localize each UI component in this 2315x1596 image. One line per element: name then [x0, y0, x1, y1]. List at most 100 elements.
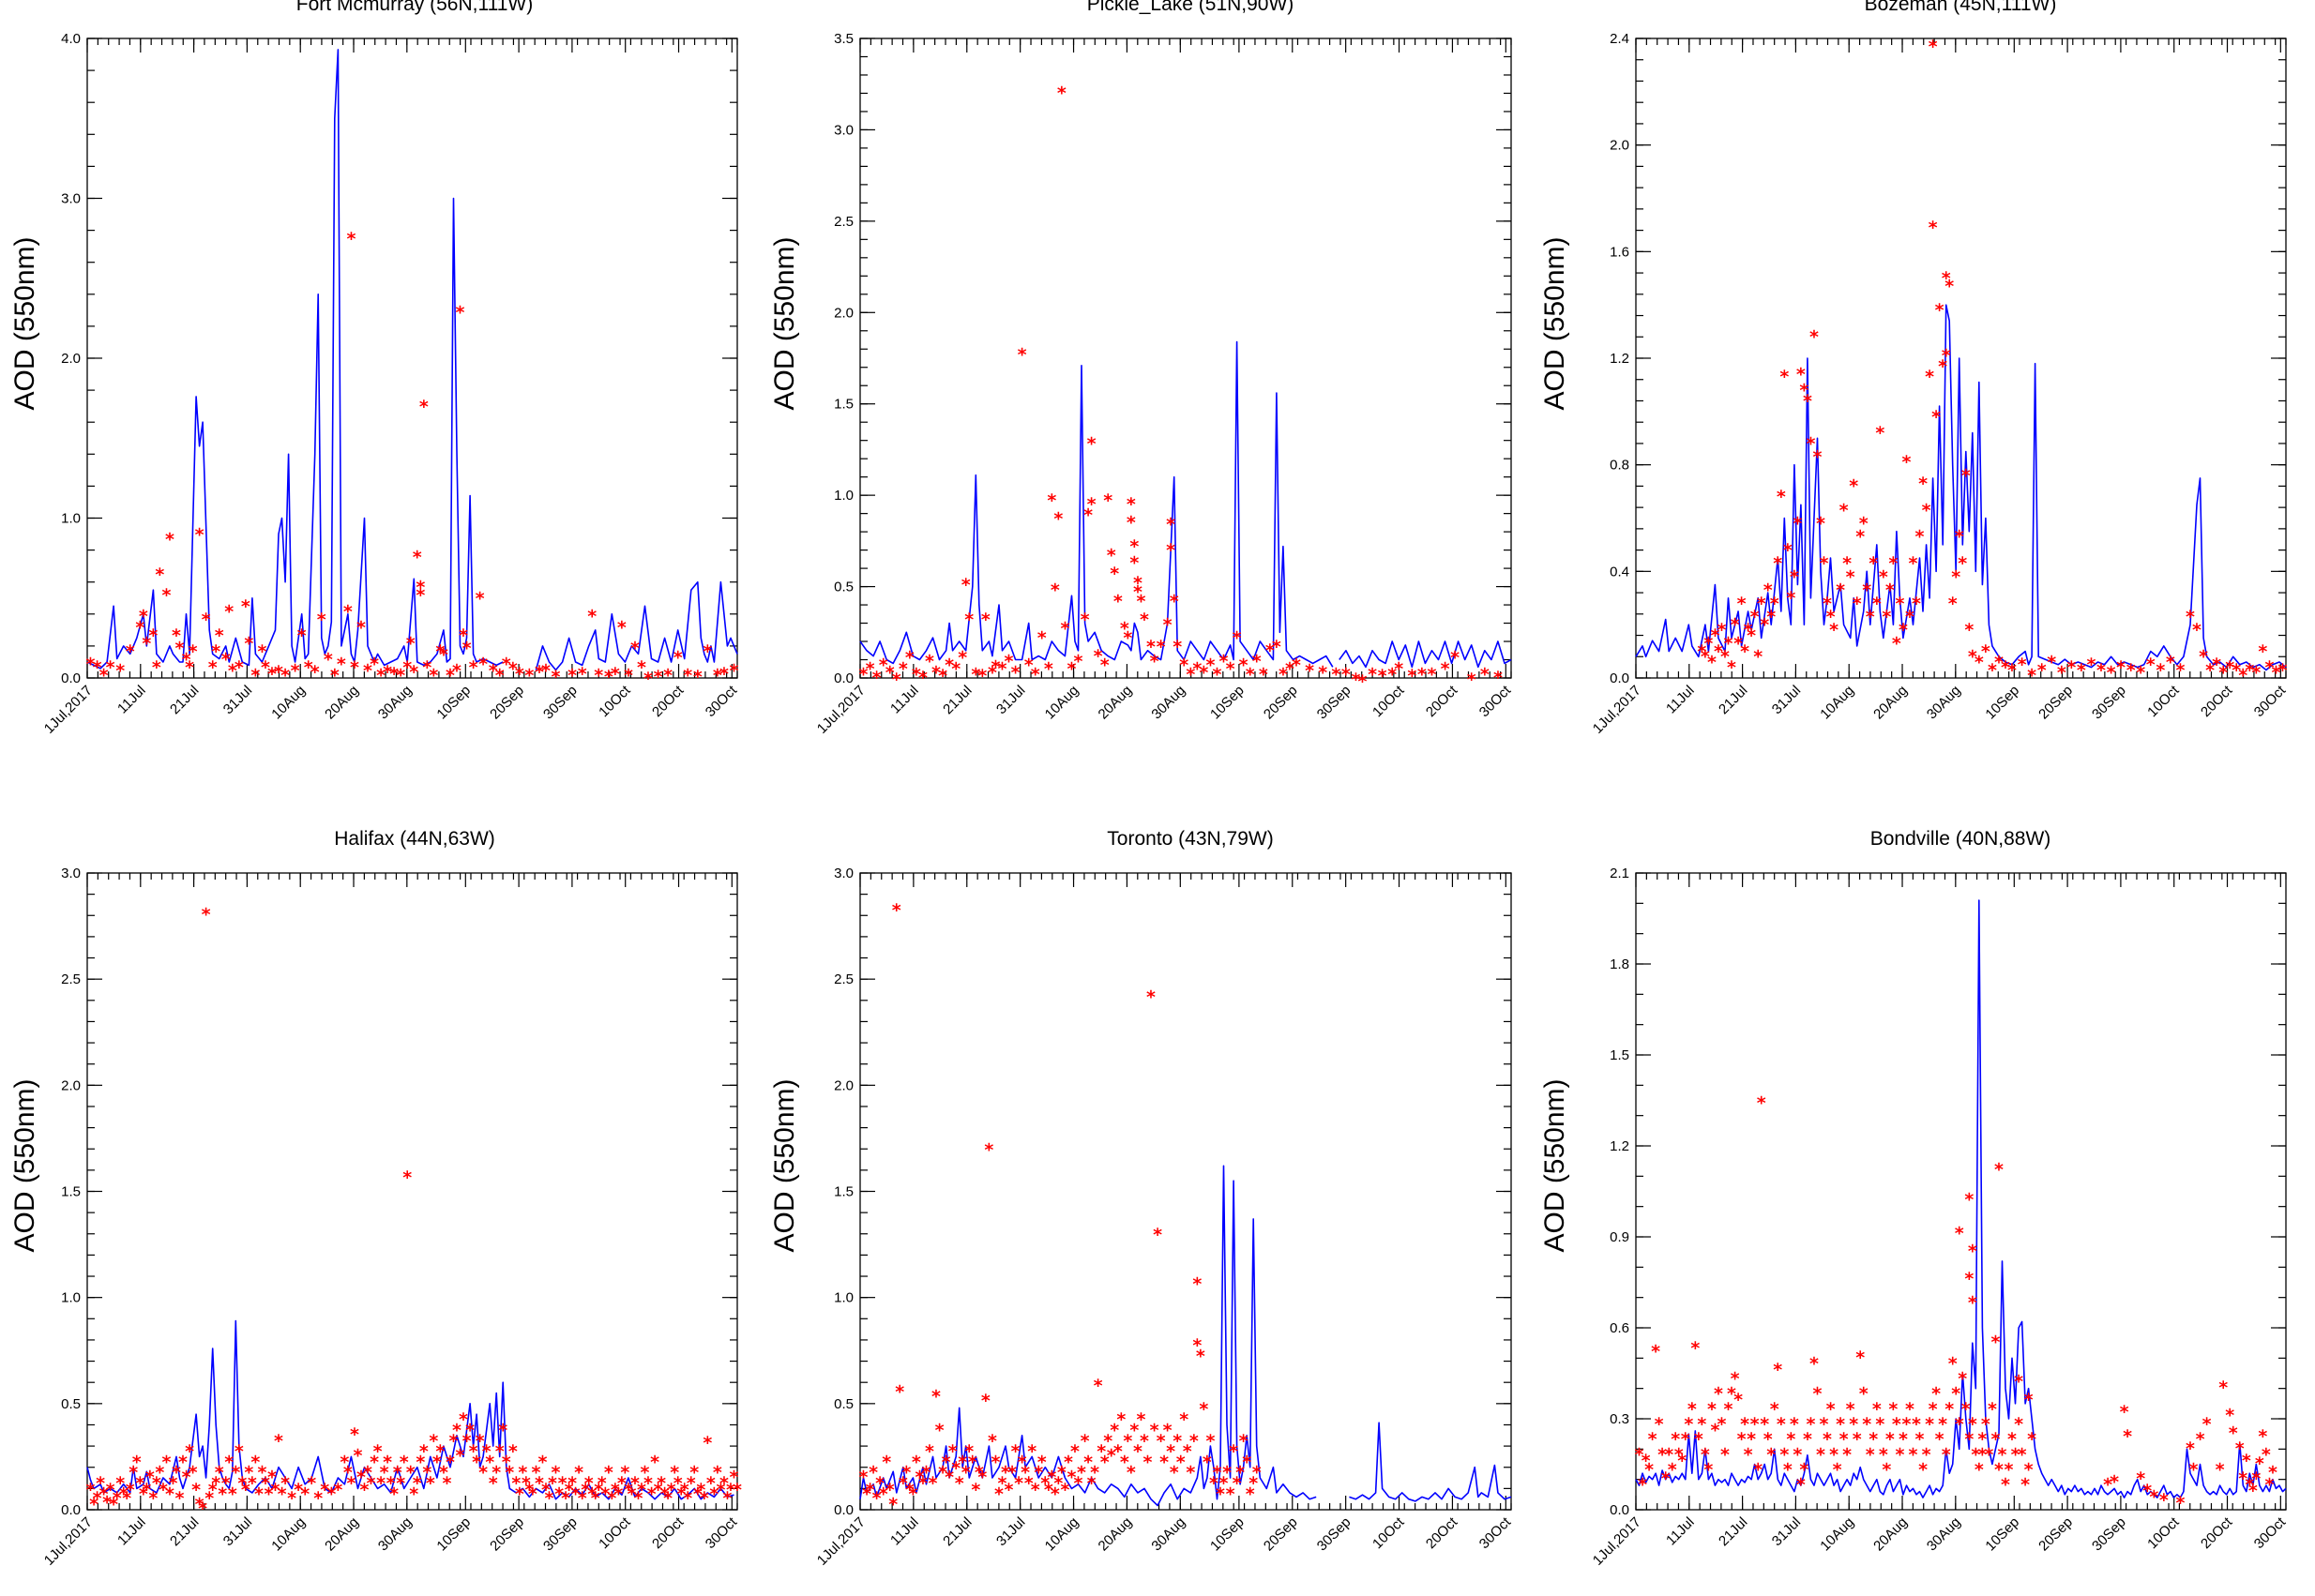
obs-aod-marker: *	[1875, 423, 1884, 444]
obs-aod-marker: *	[409, 1483, 418, 1504]
obs-aod-marker: *	[604, 1463, 613, 1483]
obs-aod-marker: *	[1763, 580, 1773, 601]
obs-aod-marker: *	[1925, 367, 1934, 387]
obs-aod-marker: *	[1127, 513, 1136, 534]
x-tick-label: 10Aug	[1042, 1514, 1082, 1555]
obs-aod-marker: *	[360, 1480, 370, 1500]
obs-aod-marker: *	[912, 1452, 921, 1472]
obs-aod-marker: *	[1252, 652, 1262, 672]
x-tick-label: 31Jul	[220, 683, 255, 717]
obs-aod-marker: *	[422, 1463, 431, 1483]
obs-aod-marker: *	[1173, 637, 1182, 657]
obs-aod-marker: *	[958, 1452, 967, 1472]
obs-aod-marker: *	[115, 1473, 125, 1494]
obs-aod-marker: *	[1690, 1338, 1700, 1359]
obs-aod-marker: *	[1011, 662, 1021, 683]
obs-aod-marker: *	[1655, 1414, 1664, 1435]
obs-aod-marker: *	[1935, 1429, 1944, 1450]
obs-aod-marker: *	[713, 1463, 722, 1483]
obs-aod-marker: *	[1981, 641, 1990, 662]
obs-aod-marker: *	[975, 1463, 984, 1483]
obs-aod-marker: *	[567, 665, 577, 685]
obs-aod-marker: *	[1047, 490, 1056, 511]
obs-aod-marker: *	[1912, 594, 1921, 614]
obs-aod-marker: *	[637, 1480, 646, 1500]
obs-aod-marker: *	[1173, 1431, 1182, 1452]
y-tick-label: 1.8	[1610, 956, 1629, 972]
y-tick-label: 2.0	[61, 351, 81, 367]
obs-aod-marker: *	[1717, 620, 1726, 640]
obs-aod-marker: *	[1866, 607, 1875, 627]
obs-aod-marker: *	[1252, 1463, 1262, 1483]
obs-aod-marker: *	[1901, 452, 1911, 473]
obs-aod-marker: *	[901, 1463, 911, 1483]
obs-aod-marker: *	[981, 610, 991, 630]
obs-aod-marker: *	[1199, 662, 1208, 683]
obs-aod-marker: *	[320, 1480, 329, 1500]
obs-aod-marker: *	[1737, 594, 1747, 614]
obs-aod-marker: *	[991, 1452, 1000, 1472]
x-tick-label: 10Oct	[1369, 1513, 1408, 1552]
obs-aod-marker: *	[535, 662, 544, 683]
obs-aod-marker: *	[892, 670, 901, 690]
y-tick-label: 1.0	[61, 1290, 81, 1306]
obs-aod-marker: *	[1839, 1429, 1849, 1450]
obs-aod-marker: *	[1779, 367, 1789, 387]
obs-aod-marker: *	[676, 1483, 686, 1504]
obs-aod-marker: *	[859, 1467, 869, 1487]
obs-aod-marker: *	[2225, 1405, 2234, 1425]
obs-aod-marker: *	[350, 1424, 359, 1445]
obs-aod-marker: *	[722, 1488, 732, 1509]
obs-aod-marker: *	[1994, 1159, 2004, 1180]
obs-aod-marker: *	[1233, 1473, 1242, 1494]
obs-aod-marker: *	[1826, 607, 1836, 627]
x-tick-label: 20Oct	[649, 1513, 688, 1552]
obs-aod-marker: *	[1378, 666, 1387, 686]
obs-aod-marker: *	[1744, 1444, 1753, 1465]
obs-aod-marker: *	[1285, 658, 1294, 679]
x-tick-label: 10Sep	[433, 1514, 474, 1555]
obs-aod-marker: *	[1651, 1341, 1660, 1362]
x-tick-label: 20Sep	[1261, 683, 1301, 723]
y-tick-label: 3.0	[61, 866, 81, 881]
obs-aod-marker: *	[1853, 594, 1862, 614]
obs-aod-marker: *	[1697, 641, 1706, 662]
obs-aod-marker: *	[1869, 1429, 1878, 1450]
obs-aod-marker: *	[1855, 1348, 1865, 1368]
obs-aod-marker: *	[961, 575, 971, 595]
obs-aod-marker: *	[185, 1441, 194, 1462]
obs-aod-marker: *	[1129, 1420, 1139, 1440]
obs-aod-marker: *	[2024, 1460, 2034, 1481]
obs-aod-marker: *	[1922, 1444, 1931, 1465]
obs-aod-marker: *	[439, 644, 448, 665]
obs-aod-marker: *	[182, 649, 191, 670]
obs-aod-marker: *	[132, 1452, 142, 1472]
model-aod-line	[859, 1165, 1317, 1507]
plot-frame	[1635, 38, 2287, 679]
y-tick-label: 0.9	[1610, 1229, 1629, 1245]
model-aod-line	[1349, 1422, 1512, 1502]
obs-aod-marker: *	[1203, 1452, 1212, 1472]
obs-aod-marker: *	[413, 1473, 422, 1494]
obs-aod-marker: *	[1971, 1444, 1980, 1465]
obs-aod-marker: *	[1024, 1473, 1034, 1494]
obs-aod-marker: *	[2037, 660, 2047, 681]
obs-aod-marker: *	[2268, 1463, 2277, 1483]
obs-aod-marker: *	[620, 1463, 629, 1483]
obs-aod-marker: *	[1661, 1468, 1671, 1489]
obs-aod-marker: *	[93, 657, 102, 678]
obs-aod-marker: *	[624, 665, 633, 685]
obs-aod-marker: *	[611, 664, 620, 685]
obs-aod-marker: *	[1895, 1444, 1904, 1465]
obs-aod-marker: *	[416, 1452, 425, 1472]
obs-aod-marker: *	[1899, 1429, 1908, 1450]
obs-aod-marker: *	[300, 1483, 310, 1504]
y-tick-label: 0.5	[834, 1396, 854, 1412]
obs-aod-marker: *	[1037, 627, 1047, 648]
obs-aod-marker: *	[1219, 652, 1229, 672]
obs-aod-marker: *	[1129, 536, 1139, 557]
obs-aod-marker: *	[1170, 591, 1179, 611]
x-tick-label: 20Sep	[1261, 1514, 1301, 1555]
obs-aod-marker: *	[508, 659, 518, 680]
obs-aod-marker: *	[1081, 1431, 1090, 1452]
